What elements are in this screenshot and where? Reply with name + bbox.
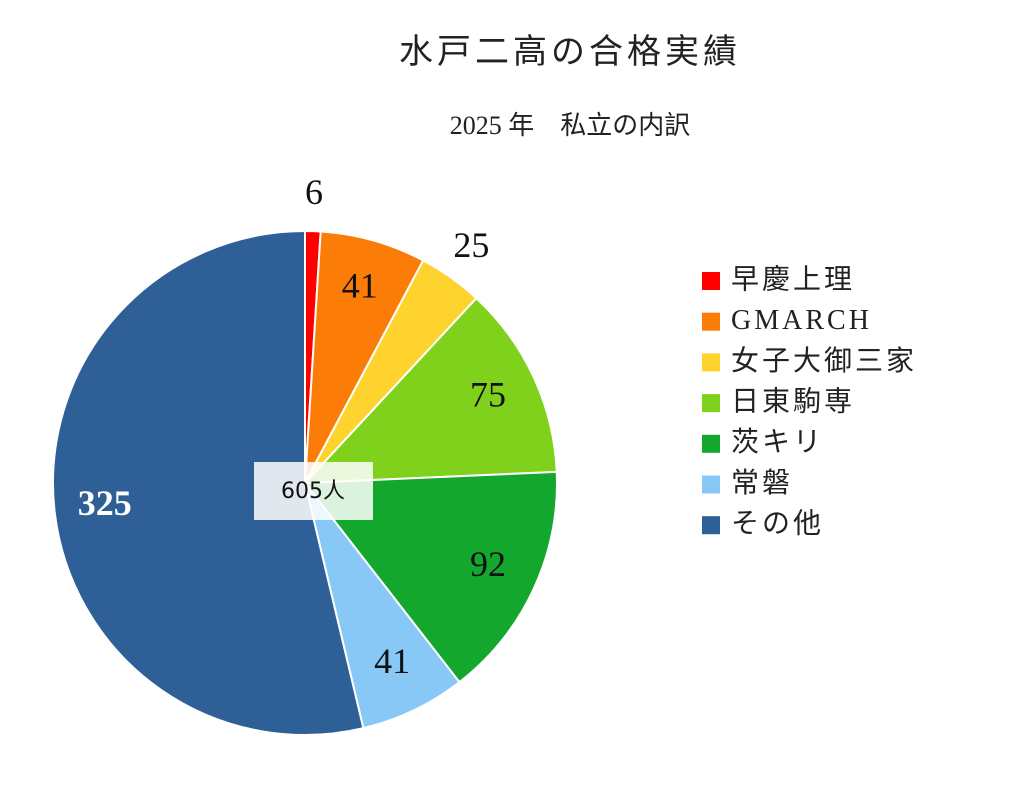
chart-title: 水戸二高の合格実績 (399, 33, 741, 71)
legend-swatch (702, 272, 720, 290)
legend-swatch (702, 312, 720, 331)
data-label: 25 (453, 225, 489, 265)
legend-swatch (702, 475, 720, 494)
legend-swatch (702, 394, 720, 413)
legend-label: 日東駒専 (731, 386, 855, 418)
pie-slice (304, 230, 425, 484)
legend-label: その他 (731, 508, 824, 540)
legend-label: 早慶上理 (731, 263, 855, 295)
pie-slice (303, 470, 558, 684)
data-label: 41 (374, 641, 410, 681)
data-label: 6 (305, 172, 323, 212)
data-label: 75 (470, 375, 506, 415)
legend-swatch (702, 434, 720, 453)
pie-slice (52, 229, 365, 736)
data-label: 41 (342, 265, 378, 305)
legend-swatch (702, 516, 720, 535)
legend-label: 常磐 (731, 467, 793, 499)
pie-slice (302, 296, 558, 485)
data-label: 92 (470, 544, 506, 584)
center-label-box (254, 462, 373, 520)
legend-label: 女子大御三家 (731, 345, 917, 377)
data-label: 325 (78, 483, 132, 523)
center-label: 605人 (281, 479, 345, 504)
legend-swatch (702, 353, 720, 372)
legend-label: 茨キリ (731, 426, 824, 458)
pie-slice (304, 482, 461, 730)
chart-subtitle: 2025 年 私立の内訳 (450, 111, 691, 140)
legend-label: GMARCH (731, 305, 872, 336)
